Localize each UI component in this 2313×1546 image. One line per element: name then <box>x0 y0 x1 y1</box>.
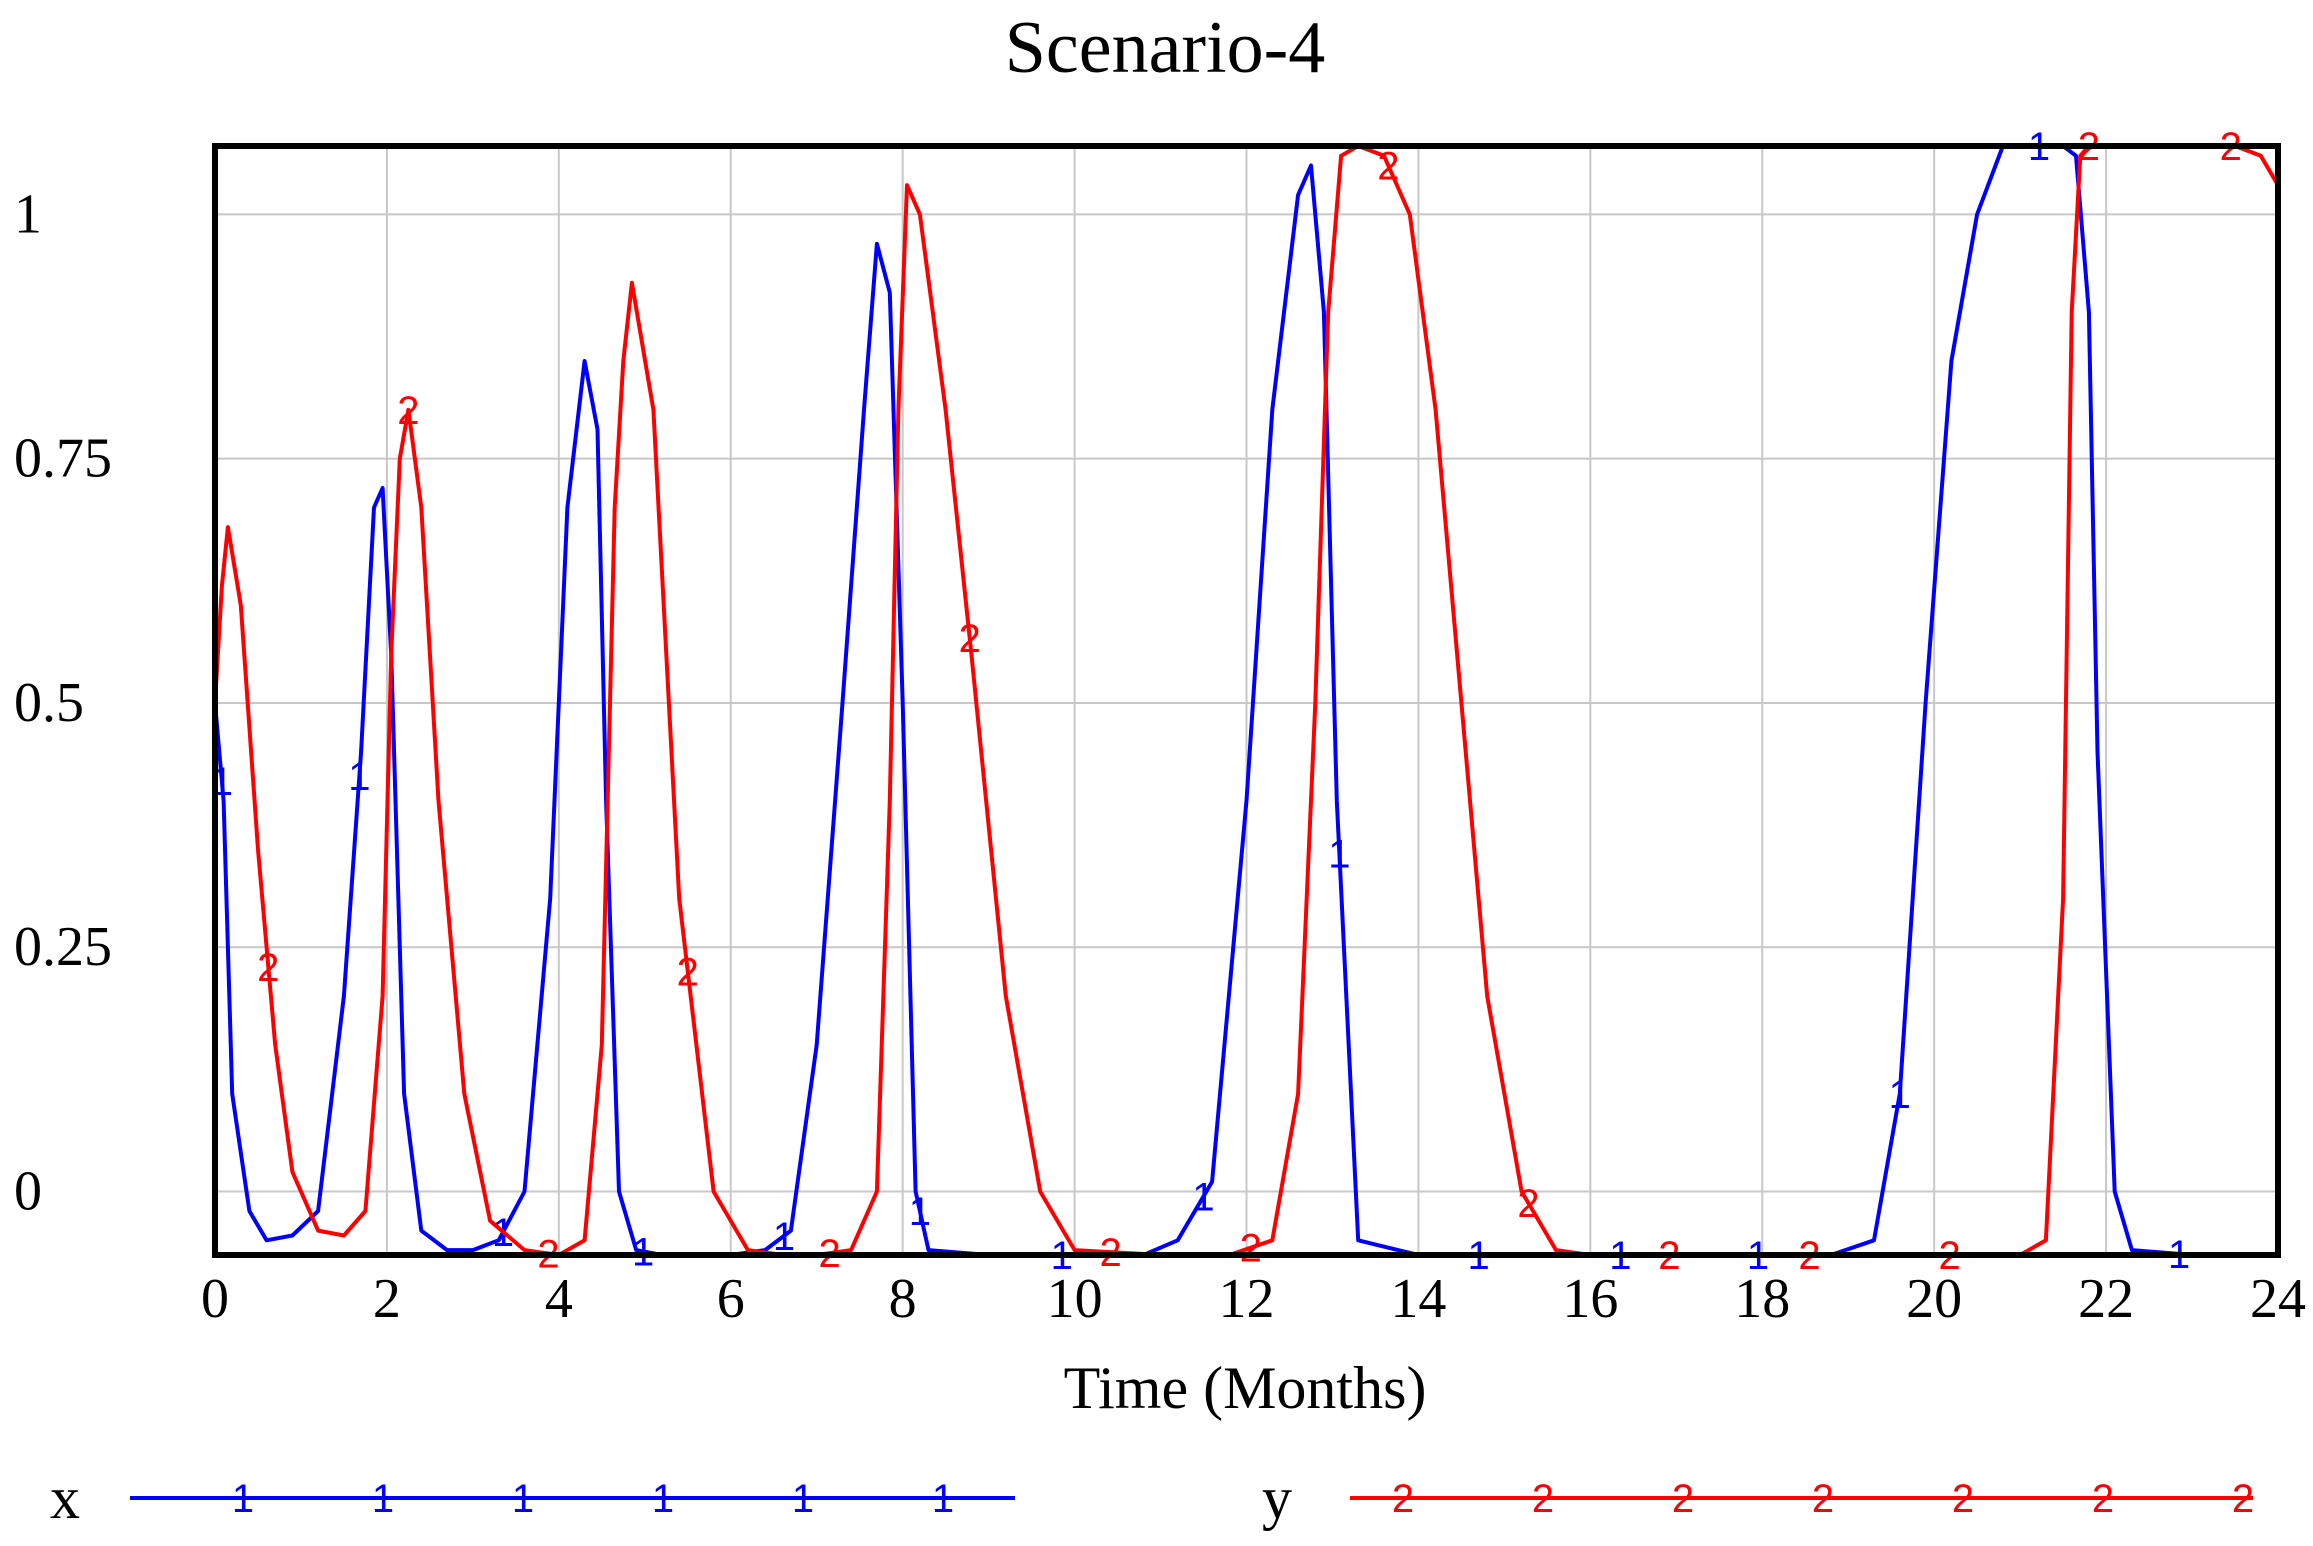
x-tick-label: 18 <box>1734 1268 1790 1330</box>
legend-marker-y: 2 <box>2232 1477 2254 1521</box>
legend-marker-x: 1 <box>232 1477 254 1521</box>
legend-marker-x: 1 <box>652 1477 674 1521</box>
legend-marker-x: 1 <box>792 1477 814 1521</box>
gridlines <box>215 146 2278 1255</box>
legend-label-x: x <box>50 1465 80 1531</box>
legend-marker-y: 2 <box>1812 1477 1834 1521</box>
legend-marker-x: 1 <box>372 1477 394 1521</box>
x-tick-label: 8 <box>889 1268 917 1330</box>
series-marker-y: 2 <box>959 617 981 661</box>
series-marker-y: 2 <box>397 389 419 433</box>
y-tick-label: 0.75 <box>14 428 112 490</box>
legend-marker-y: 2 <box>1532 1477 1554 1521</box>
series-marker-x: 1 <box>1328 832 1350 876</box>
series-marker-x: 1 <box>773 1215 795 1259</box>
legend-marker-x: 1 <box>932 1477 954 1521</box>
y-tick-label: 0.25 <box>14 916 112 978</box>
series-line-x <box>213 144 2278 1257</box>
series-marker-y: 2 <box>677 951 699 995</box>
x-tick-label: 0 <box>201 1268 229 1330</box>
x-tick-label: 22 <box>2078 1268 2134 1330</box>
legend-marker-y: 2 <box>1392 1477 1414 1521</box>
x-tick-label: 24 <box>2250 1268 2306 1330</box>
x-tick-label: 20 <box>1906 1268 1962 1330</box>
y-tick-label: 1 <box>14 183 42 245</box>
x-tick-label: 6 <box>717 1268 745 1330</box>
x-tick-label: 4 <box>545 1268 573 1330</box>
series-marker-x: 1 <box>1889 1073 1911 1117</box>
y-axis-ticks: 0 0.25 0.5 0.75 1 <box>14 183 112 1222</box>
x-tick-label: 16 <box>1562 1268 1618 1330</box>
legend-marker-y: 2 <box>1672 1477 1694 1521</box>
x-axis-label: Time (Months) <box>1064 1355 1427 1421</box>
series-marker-y: 2 <box>1517 1182 1539 1226</box>
legend-marker-x: 1 <box>512 1477 534 1521</box>
x-axis-ticks: 0 2 4 6 8 10 12 14 16 18 20 22 24 <box>201 1268 2306 1330</box>
series-marker-x: 1 <box>909 1190 931 1234</box>
series-marker-y: 2 <box>1240 1227 1262 1271</box>
x-tick-label: 14 <box>1390 1268 1446 1330</box>
series-marker-x: 1 <box>1192 1175 1214 1219</box>
y-tick-label: 0 <box>14 1160 42 1222</box>
legend: x 1 1 1 1 1 1 y 2 2 2 2 2 2 2 <box>50 1465 2254 1531</box>
legend-marker-y: 2 <box>2092 1477 2114 1521</box>
chart-title: Scenario-4 <box>1005 7 1326 89</box>
series-marker-x: 1 <box>348 755 370 799</box>
x-tick-label: 12 <box>1219 1268 1275 1330</box>
series-marker-y: 2 <box>257 946 279 990</box>
legend-marker-y: 2 <box>1952 1477 1974 1521</box>
plot-frame <box>212 143 2281 1258</box>
x-tick-label: 10 <box>1047 1268 1103 1330</box>
series-marker-y: 2 <box>1377 145 1399 189</box>
y-tick-label: 0.5 <box>14 672 84 734</box>
x-tick-label: 2 <box>373 1268 401 1330</box>
legend-label-y: y <box>1262 1465 1292 1531</box>
